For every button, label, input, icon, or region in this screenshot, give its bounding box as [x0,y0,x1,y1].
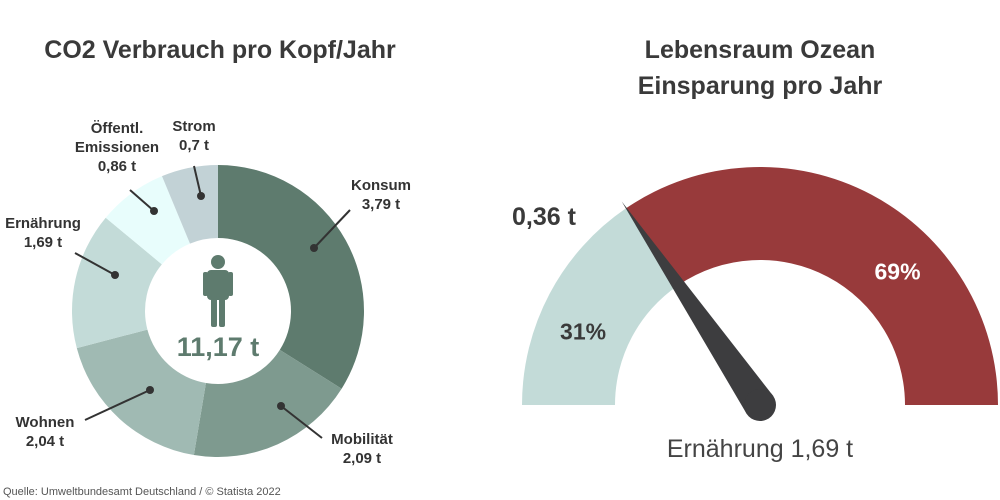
donut-slice-strom [161,165,218,244]
donut-slice-konsum [218,165,364,389]
gauge-title-line1: Lebensraum Ozean [644,36,876,64]
gauge-needle [621,201,774,414]
gauge-needle-hub [744,389,776,421]
gauge-segment-gauge_dark [626,166,998,405]
gauge-caption: Ernährung 1,69 t [667,435,853,463]
leader-line-mobilitaet [280,405,323,439]
donut-label-wohnen: Wohnen 2,04 t [16,414,75,450]
leader-dot-wohnen [146,386,154,394]
leader-dot-konsum [310,244,318,252]
gauge-percent-gauge_dark: 69% [874,259,920,285]
donut-label-strom: Strom 0,7 t [172,118,215,154]
gauge-chart: 31% 69% [522,166,998,421]
leader-line-strom [193,165,202,197]
leader-line-konsum [313,209,351,249]
donut-label-ernaehrung: Ernährung 1,69 t [5,215,81,251]
donut-center-total: 11,17 t [177,332,260,362]
needle-value-label: 0,36 t [512,203,577,231]
gauge-chart-title: Lebensraum Ozean Einsparung pro Jahr [555,32,965,104]
donut-chart: Konsum 3,79 t Mobilität 2,09 t Wohnen 2,04 t E… [5,118,411,467]
person-icon [203,255,233,327]
leader-dot-emissionen [150,207,158,215]
gauge-segment-gauge_light [522,208,679,405]
leader-dot-mobilitaet [277,402,285,410]
donut-slice-wohnen [76,329,206,455]
leader-line-ernaehrung [74,252,116,276]
leader-dot-strom [197,192,205,200]
donut-slice-ernaehrung [71,217,162,349]
donut-label-mobilitaet: Mobilität 2,09 t [331,431,393,467]
donut-chart-title: CO2 Verbrauch pro Kopf/Jahr [44,36,396,64]
leader-line-wohnen [84,389,151,421]
source-note: Quelle: Umweltbundesamt Deutschland / © … [3,486,281,498]
gauge-percent-gauge_light: 31% [560,319,606,345]
donut-slice-emissionen [105,176,190,265]
donut-label-konsum: Konsum 3,79 t [351,177,411,213]
donut-slice-mobilitaet [193,349,342,457]
leader-dot-ernaehrung [111,271,119,279]
leader-line-emissionen [129,189,155,212]
gauge-title-line2: Einsparung pro Jahr [637,72,883,100]
donut-label-emissionen: Öffentl. Emissionen 0,86 t [75,120,159,175]
